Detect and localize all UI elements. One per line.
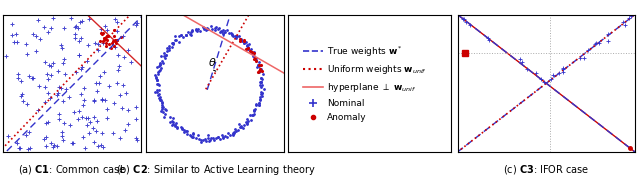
Text: (c) $\mathbf{C3}$: IFOR case: (c) $\mathbf{C3}$: IFOR case xyxy=(504,163,589,176)
Text: (b) C2: Similar to Active Learning theory: (b) C2: Similar to Active Learning theor… xyxy=(118,163,315,173)
Text: $\theta$: $\theta$ xyxy=(208,55,217,68)
Legend: True weights $\mathbf{w}^*$, Uniform weights $\mathbf{w}_{unif}$, hyperplane $\p: True weights $\mathbf{w}^*$, Uniform wei… xyxy=(299,40,431,126)
Text: (a) $\mathbf{C1}$: Common case: (a) $\mathbf{C1}$: Common case xyxy=(19,163,126,176)
Text: (b) $\mathbf{C2}$: Similar to Active Learning theory: (b) $\mathbf{C2}$: Similar to Active Lea… xyxy=(116,163,316,177)
